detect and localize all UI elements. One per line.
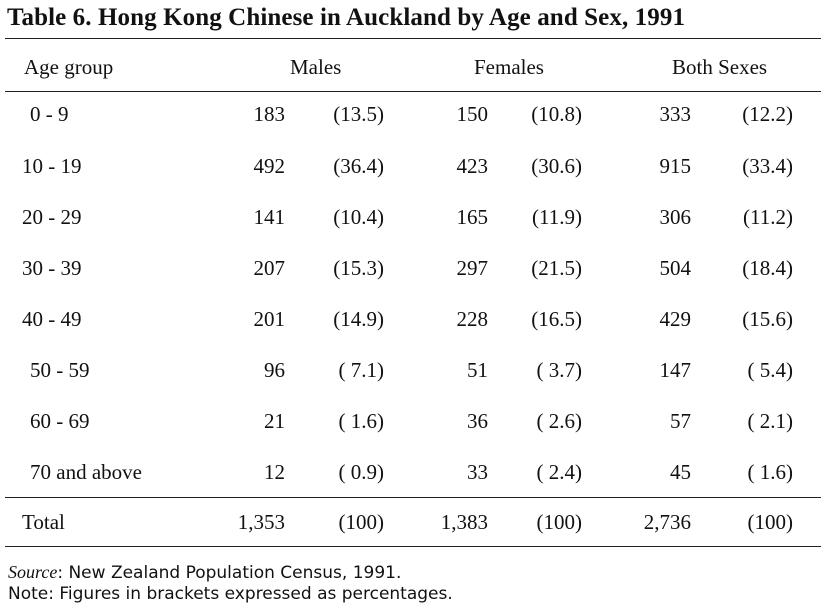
- cell-bp: (15.6): [742, 307, 793, 331]
- cell-f: 423: [456, 154, 489, 178]
- percentage-note: Note: Figures in brackets expressed as p…: [8, 584, 453, 604]
- cell-bp: ( 2.1): [747, 409, 794, 433]
- cell-f: 33: [467, 460, 488, 484]
- cell-m: 183: [253, 102, 286, 126]
- cell-mp: (15.3): [333, 256, 384, 280]
- cell-b: 2,736: [643, 510, 691, 534]
- cell-age: 30 - 39: [22, 256, 82, 280]
- cell-f: 36: [467, 409, 488, 433]
- cell-mp: (14.9): [333, 307, 384, 331]
- header-rule: [5, 91, 821, 92]
- cell-m: 141: [253, 205, 286, 229]
- cell-f: 297: [456, 256, 489, 280]
- cell-bp: (18.4): [742, 256, 793, 280]
- cell-b: 429: [659, 307, 692, 331]
- cell-bp: (100): [747, 510, 794, 534]
- cell-mp: ( 7.1): [338, 358, 385, 382]
- cell-age: 60 - 69: [30, 409, 90, 433]
- cell-b: 333: [659, 102, 692, 126]
- cell-bp: (12.2): [742, 102, 793, 126]
- cell-age: 40 - 49: [22, 307, 82, 331]
- cell-fp: ( 3.7): [536, 358, 583, 382]
- cell-age: 0 - 9: [30, 102, 69, 126]
- cell-mp: (36.4): [333, 154, 384, 178]
- cell-m: 12: [264, 460, 285, 484]
- cell-bp: (11.2): [743, 205, 793, 229]
- cell-m: 207: [253, 256, 286, 280]
- cell-b: 57: [670, 409, 691, 433]
- cell-age: Total: [22, 510, 65, 534]
- cell-fp: (11.9): [532, 205, 582, 229]
- cell-mp: ( 0.9): [338, 460, 385, 484]
- cell-m: 96: [264, 358, 285, 382]
- cell-f: 1,383: [440, 510, 488, 534]
- cell-m: 1,353: [237, 510, 285, 534]
- table-title: Table 6. Hong Kong Chinese in Auckland b…: [7, 4, 686, 31]
- source-note: Source: New Zealand Population Census, 1…: [8, 562, 401, 583]
- source-label: Source: [8, 562, 58, 582]
- cell-b: 147: [659, 358, 692, 382]
- cell-bp: ( 5.4): [747, 358, 794, 382]
- cell-fp: ( 2.6): [536, 409, 583, 433]
- cell-m: 21: [264, 409, 285, 433]
- top-rule: [5, 38, 821, 39]
- cell-fp: (30.6): [531, 154, 582, 178]
- cell-mp: (10.4): [333, 205, 384, 229]
- cell-fp: (21.5): [531, 256, 582, 280]
- cell-f: 165: [456, 205, 489, 229]
- cell-fp: (100): [536, 510, 583, 534]
- cell-mp: ( 1.6): [338, 409, 385, 433]
- cell-f: 51: [467, 358, 488, 382]
- cell-b: 306: [659, 205, 692, 229]
- cell-age: 20 - 29: [22, 205, 82, 229]
- cell-m: 201: [253, 307, 286, 331]
- cell-mp: (13.5): [333, 102, 384, 126]
- cell-fp: (16.5): [531, 307, 582, 331]
- cell-fp: ( 2.4): [536, 460, 583, 484]
- cell-b: 45: [670, 460, 691, 484]
- total-rule: [5, 497, 821, 498]
- cell-bp: ( 1.6): [747, 460, 794, 484]
- bottom-rule: [5, 546, 821, 547]
- cell-bp: (33.4): [742, 154, 793, 178]
- cell-b: 915: [659, 154, 692, 178]
- cell-mp: (100): [338, 510, 385, 534]
- cell-f: 150: [456, 102, 489, 126]
- cell-fp: (10.8): [531, 102, 582, 126]
- header-males: Males: [290, 55, 342, 79]
- header-both-sexes: Both Sexes: [672, 55, 768, 79]
- header-females: Females: [474, 55, 544, 79]
- cell-m: 492: [253, 154, 286, 178]
- cell-b: 504: [659, 256, 692, 280]
- cell-age: 10 - 19: [22, 154, 82, 178]
- source-text: : New Zealand Population Census, 1991.: [57, 563, 402, 583]
- header-age-group: Age group: [24, 55, 114, 79]
- cell-f: 228: [456, 307, 489, 331]
- cell-age: 50 - 59: [30, 358, 90, 382]
- cell-age: 70 and above: [30, 460, 142, 484]
